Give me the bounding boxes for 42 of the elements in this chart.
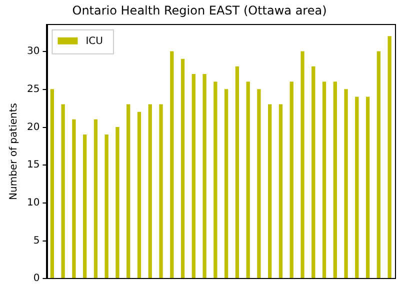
y-tick-label: 10: [26, 198, 40, 209]
y-tick-label: 20: [26, 122, 40, 133]
y-tick-label: 0: [33, 273, 40, 284]
bar: [94, 119, 98, 278]
bar: [202, 74, 206, 278]
bar: [290, 82, 294, 278]
bar: [126, 104, 130, 278]
bar: [344, 89, 348, 278]
bar: [322, 82, 326, 278]
bar: [180, 58, 185, 278]
bar: [388, 36, 392, 278]
bar: [278, 104, 283, 278]
bar: [137, 112, 142, 278]
bar: [235, 66, 240, 278]
bar: [214, 82, 218, 278]
bar: [333, 82, 337, 278]
bar: [72, 119, 76, 278]
bar: [104, 134, 108, 278]
y-tick-label: 15: [26, 160, 40, 171]
y-tick-label: 25: [26, 84, 40, 96]
legend-label: ICU: [86, 36, 103, 47]
y-tick-label: 30: [26, 46, 40, 58]
bar: [257, 89, 261, 278]
chart-title: Ontario Health Region EAST (Ottawa area): [72, 3, 327, 18]
bar: [61, 104, 65, 278]
bar: [170, 51, 174, 278]
bar: [82, 134, 87, 278]
bar: [268, 104, 272, 278]
bar: [192, 74, 196, 278]
bar: [116, 126, 120, 278]
bar: [159, 104, 163, 278]
bar: [300, 51, 304, 278]
bar: [376, 51, 381, 278]
bar: [355, 96, 359, 278]
bar: [50, 89, 54, 278]
bar: [246, 82, 250, 278]
bar: [224, 89, 228, 278]
y-axis-title: Number of patients: [8, 103, 20, 200]
y-tick-label: 5: [33, 235, 40, 246]
bar: [366, 96, 370, 278]
bar: [148, 104, 152, 278]
bar: [312, 66, 316, 278]
